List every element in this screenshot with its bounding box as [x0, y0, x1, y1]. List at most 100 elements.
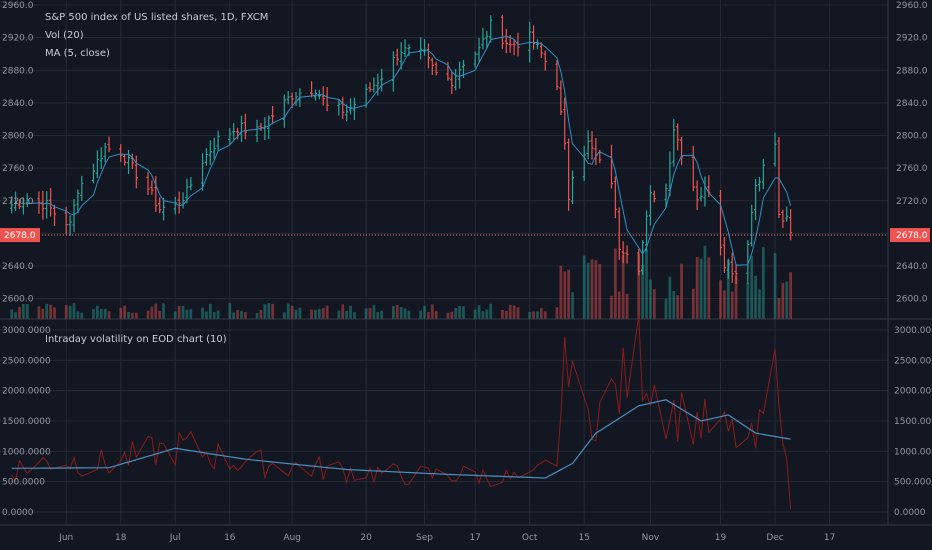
price-axis-tick: 2840.0 — [896, 99, 928, 109]
price-axis-tick-left: 2760.0 — [2, 164, 34, 174]
volume-bar — [255, 312, 259, 319]
volume-bar — [582, 255, 586, 319]
volume-bar — [232, 312, 236, 319]
volume-bar — [559, 265, 563, 319]
indicator-volume-label[interactable]: Vol (20) — [45, 30, 84, 41]
volume-bar — [477, 305, 481, 319]
volume-bar — [723, 290, 726, 319]
indicator-ma-label[interactable]: MA (5, close) — [45, 48, 110, 59]
volume-bar — [103, 308, 107, 319]
volume-bar — [543, 311, 547, 319]
vola-axis-tick: 0.0000 — [894, 508, 926, 518]
volume-bar — [99, 309, 103, 319]
volume-bar — [119, 307, 123, 319]
moving-average-line — [27, 35, 792, 266]
chart-title: S&P 500 index of US listed shares, 1D, F… — [45, 12, 268, 23]
volume-bar — [512, 305, 516, 319]
volume-bar — [789, 272, 792, 319]
volume-bar — [228, 303, 232, 319]
vola-axis-tick-left: 2500.0000 — [2, 356, 51, 366]
volume-bar — [325, 305, 329, 319]
time-axis-tick: Jun — [58, 533, 73, 543]
volatility-pane-title[interactable]: Intraday volatility on EOD chart (10) — [45, 334, 227, 345]
volume-bar — [392, 306, 395, 319]
volume-bar — [754, 275, 757, 319]
volume-bar — [614, 248, 617, 319]
volume-bar — [395, 305, 399, 319]
volume-bar — [473, 309, 477, 319]
volume-bar — [321, 307, 325, 319]
vola-axis-tick: 2000.0000 — [894, 387, 932, 397]
volume-bar — [637, 254, 641, 319]
price-axis-tick-left: 2800.0 — [2, 132, 34, 142]
volume-bar — [376, 312, 380, 319]
volume-bar — [567, 269, 570, 319]
price-axis-tick-left: 2920.0 — [2, 34, 34, 44]
volume-bar — [750, 256, 754, 319]
volume-bar — [212, 312, 216, 319]
volume-bar — [345, 310, 348, 319]
volume-bar — [310, 309, 313, 319]
price-axis-tick: 2600.0 — [896, 295, 928, 305]
volume-bar — [127, 311, 130, 319]
volume-bar — [617, 291, 621, 319]
volume-bar — [134, 312, 138, 319]
volume-bar — [22, 303, 25, 319]
price-axis-tick-left: 2880.0 — [2, 66, 34, 76]
volume-bar — [430, 304, 434, 319]
volume-bar — [10, 309, 14, 319]
volume-bar — [516, 307, 520, 319]
volatility-lines — [11, 315, 792, 510]
volume-bar — [80, 312, 84, 319]
volume-bar — [625, 293, 629, 319]
volume-bar — [189, 309, 193, 319]
volume-bar — [337, 310, 341, 319]
vola-axis-tick-left: 1500.0000 — [2, 417, 51, 427]
vola-axis-tick-left: 2000.0000 — [2, 387, 51, 397]
volume-bar — [92, 309, 95, 319]
volume-bar — [290, 305, 294, 319]
volume-bar — [123, 305, 126, 319]
volume-bar — [489, 303, 493, 319]
volume-bar — [528, 311, 532, 319]
volume-bar — [68, 305, 72, 319]
volume-bar — [216, 310, 220, 319]
volume-bar — [294, 309, 298, 319]
volume-bar — [676, 295, 680, 319]
volume-bar — [590, 259, 594, 319]
volume-bar — [146, 310, 150, 319]
volume-bar — [508, 304, 512, 319]
volume-bar — [691, 288, 695, 319]
volume-bar — [532, 311, 535, 319]
volume-bar — [341, 304, 345, 319]
volume-bar — [72, 303, 76, 319]
volume-bar — [282, 312, 286, 319]
volume-bar — [695, 257, 699, 319]
volume-bar — [177, 305, 181, 319]
volume-bar — [427, 312, 430, 319]
time-axis-tick: 15 — [578, 533, 589, 543]
volume-bar — [610, 295, 613, 319]
vola-axis-tick: 1500.0000 — [894, 417, 932, 427]
price-axis-tick: 2800.0 — [896, 132, 928, 142]
volume-bar — [726, 260, 730, 319]
volume-bar — [45, 303, 49, 319]
volume-bar — [664, 298, 668, 319]
time-axis-tick: Dec — [766, 533, 783, 543]
volume-bar — [244, 312, 247, 319]
vola-axis-tick-left: 0.0000 — [2, 508, 34, 518]
time-axis-tick: Aug — [283, 533, 301, 543]
volume-bar — [185, 309, 189, 319]
volume-bar — [641, 264, 644, 319]
volume-bar — [707, 257, 711, 319]
vola-axis-tick: 500.0000 — [894, 478, 932, 488]
volume-bar — [131, 312, 134, 319]
volume-bar — [668, 276, 672, 319]
volume-bar — [504, 310, 508, 319]
vola-axis-tick: 1000.0000 — [894, 447, 932, 457]
volume-bar — [64, 305, 68, 319]
volume-bar — [555, 307, 559, 319]
vola-axis-tick-left: 3000.0000 — [2, 326, 51, 336]
